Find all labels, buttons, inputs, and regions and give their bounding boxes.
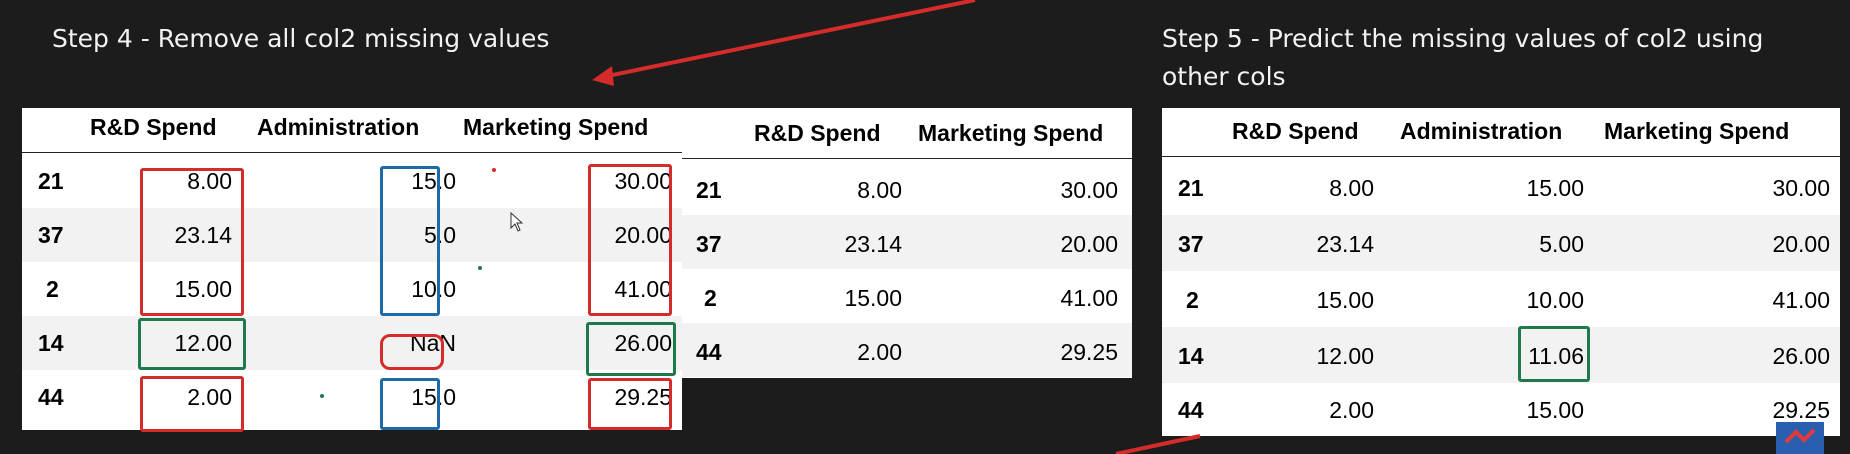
table-row: 14 12.00 11.06 26.00 [1162, 327, 1840, 383]
step4-heading: Step 4 - Remove all col2 missing values [52, 24, 550, 53]
row-index: 21 [38, 168, 64, 194]
cell-rd-spend: 8.00 [187, 168, 232, 194]
red-arrow-to-step4-icon [592, 0, 976, 86]
row-index: 44 [38, 384, 64, 410]
table-left: R&D Spend Administration Marketing Spend… [22, 108, 682, 432]
red-highlight-marketing-top [588, 164, 672, 316]
cell-marketing-spend: 20.00 [614, 222, 672, 248]
cell-marketing-spend: 26.00 [614, 330, 672, 356]
table-row: 21 8.00 30.00 [682, 161, 1132, 215]
green-highlight-predicted-value [1518, 326, 1590, 382]
cell-marketing-spend: 29.25 [614, 384, 672, 410]
cell-marketing-spend: 20.00 [1772, 231, 1830, 257]
cell-rd-spend: 23.14 [174, 222, 232, 248]
column-header-rd-spend: R&D Spend [754, 120, 881, 146]
table-row: 14 12.00 NaN 26.00 [22, 316, 682, 370]
column-header-rd-spend: R&D Spend [1232, 118, 1359, 144]
column-header-administration: Administration [1400, 118, 1563, 144]
cell-marketing-spend: 20.00 [1060, 231, 1118, 257]
row-index: 2 [46, 276, 59, 302]
cell-administration: 10.0 [411, 276, 456, 302]
cell-marketing-spend: 41.00 [1060, 285, 1118, 311]
table-row: 44 2.00 15.00 29.25 [1162, 383, 1840, 436]
cell-rd-spend: 23.14 [844, 231, 902, 257]
table-row: 37 23.14 5.00 20.00 [1162, 215, 1840, 271]
cell-administration: 15.00 [1526, 397, 1584, 423]
cell-rd-spend: 15.00 [844, 285, 902, 311]
mouse-cursor-icon [510, 212, 524, 232]
cell-marketing-spend: 29.25 [1772, 397, 1830, 423]
cell-marketing-spend: 29.25 [1060, 339, 1118, 365]
row-index: 21 [696, 177, 722, 203]
table-right: R&D Spend Administration Marketing Spend… [1162, 108, 1840, 436]
row-index: 44 [1178, 397, 1204, 423]
blue-highlight-admin-top [380, 166, 440, 316]
cell-administration: 15.0 [411, 168, 456, 194]
cell-rd-spend: 8.00 [1329, 175, 1374, 201]
table-header: R&D Spend Marketing Spend [682, 108, 1132, 159]
table-row: 2 15.00 10.0 41.00 [22, 262, 682, 316]
cell-marketing-spend: 41.00 [1772, 287, 1830, 313]
row-index: 14 [38, 330, 64, 356]
row-index: 14 [1178, 343, 1204, 369]
stray-dot [320, 394, 324, 398]
cell-administration: 5.00 [1539, 231, 1584, 257]
cell-rd-spend: 12.00 [174, 330, 232, 356]
row-index: 21 [1178, 175, 1204, 201]
row-index: 37 [1178, 231, 1204, 257]
table-row: 21 8.00 15.00 30.00 [1162, 159, 1840, 215]
row-index: 2 [1186, 287, 1199, 313]
cell-administration: 5.0 [424, 222, 456, 248]
cell-marketing-spend: 30.00 [1772, 175, 1830, 201]
cell-rd-spend: 2.00 [857, 339, 902, 365]
stray-dot [492, 168, 496, 172]
cell-rd-spend: 15.00 [1316, 287, 1374, 313]
channel-logo-icon [1776, 422, 1824, 454]
column-header-marketing-spend: Marketing Spend [463, 114, 649, 140]
table-row: 21 8.00 15.0 30.00 [22, 154, 682, 208]
row-index: 2 [704, 285, 717, 311]
column-header-marketing-spend: Marketing Spend [1604, 118, 1790, 144]
blue-highlight-admin-bottom [380, 378, 440, 430]
table-row: 2 15.00 41.00 [682, 269, 1132, 323]
table-row: 37 23.14 5.0 20.00 [22, 208, 682, 262]
green-highlight-rd-nan-row [138, 318, 246, 370]
red-highlight-marketing-bottom [588, 378, 672, 430]
red-highlight-rd-top [140, 168, 244, 316]
table-row: 44 2.00 29.25 [682, 323, 1132, 377]
column-header-marketing-spend: Marketing Spend [918, 120, 1104, 146]
cell-rd-spend: 2.00 [1329, 397, 1374, 423]
red-arrow-tail-icon [1115, 434, 1201, 454]
column-header-rd-spend: R&D Spend [90, 114, 217, 140]
cell-rd-spend: 2.00 [187, 384, 232, 410]
row-index: 44 [696, 339, 722, 365]
green-highlight-marketing-nan-row [586, 322, 676, 376]
cell-rd-spend: 23.14 [1316, 231, 1374, 257]
red-highlight-admin-nan [380, 334, 444, 370]
cell-rd-spend: 8.00 [857, 177, 902, 203]
row-index: 37 [696, 231, 722, 257]
table-middle: R&D Spend Marketing Spend 21 8.00 30.00 … [682, 108, 1132, 378]
row-index: 37 [38, 222, 64, 248]
cell-administration: 11.06 [1528, 343, 1584, 369]
table-row: 37 23.14 20.00 [682, 215, 1132, 269]
cell-rd-spend: 12.00 [1316, 343, 1374, 369]
cell-administration: 15.0 [411, 384, 456, 410]
red-highlight-rd-bottom [140, 376, 244, 432]
table-header: R&D Spend Administration Marketing Spend [1162, 108, 1840, 157]
cell-marketing-spend: 26.00 [1772, 343, 1830, 369]
table-row: 44 2.00 15.0 29.25 [22, 370, 682, 424]
table-row: 2 15.00 10.00 41.00 [1162, 271, 1840, 327]
column-header-administration: Administration [257, 114, 420, 140]
cell-marketing-spend: 30.00 [1060, 177, 1118, 203]
cell-administration: 15.00 [1526, 175, 1584, 201]
cell-marketing-spend: 30.00 [614, 168, 672, 194]
stray-dot [478, 266, 482, 270]
cell-marketing-spend: 41.00 [614, 276, 672, 302]
step5-heading: Step 5 - Predict the missing values of c… [1162, 24, 1764, 91]
table-header: R&D Spend Administration Marketing Spend [22, 108, 682, 153]
cell-rd-spend: 15.00 [174, 276, 232, 302]
cell-administration: 10.00 [1526, 287, 1584, 313]
